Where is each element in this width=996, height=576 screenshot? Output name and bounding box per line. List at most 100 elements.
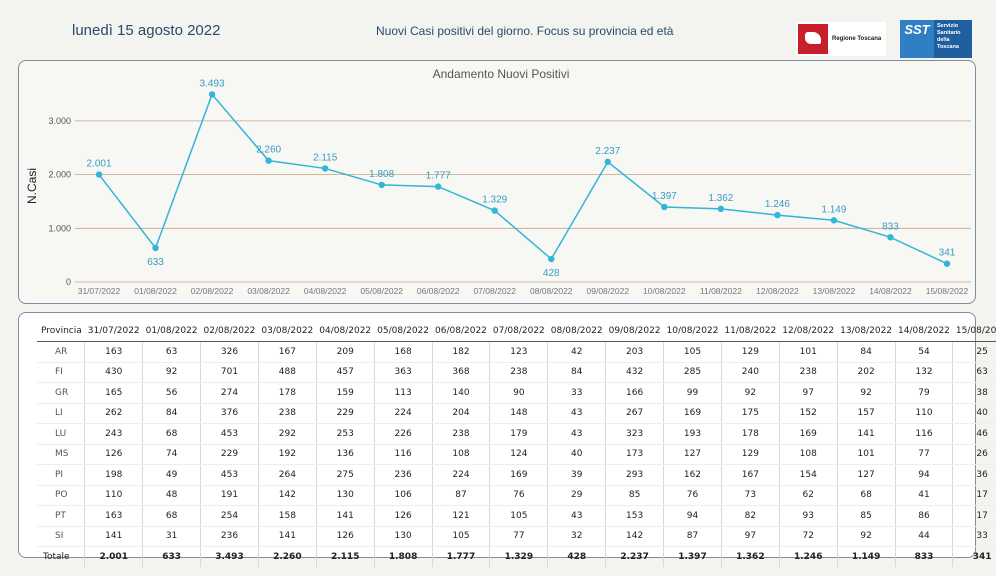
cases-cell: 363 <box>373 362 433 383</box>
data-label: 3.493 <box>200 78 225 89</box>
cases-cell: 17 <box>952 505 996 527</box>
column-header-provincia: Provincia <box>37 321 85 342</box>
cases-cell: 105 <box>489 505 548 527</box>
data-point <box>378 181 385 189</box>
cases-cell: 142 <box>257 485 317 506</box>
cases-cell: 488 <box>257 362 317 383</box>
cases-cell: 198 <box>84 464 143 486</box>
cases-cell: 113 <box>373 382 433 404</box>
cases-cell: 238 <box>489 362 548 383</box>
x-tick-label: 13/08/2022 <box>813 286 856 296</box>
chart-title: Andamento Nuovi Positivi <box>433 67 570 81</box>
cases-cell: 25 <box>952 341 996 363</box>
cases-cell: 79 <box>894 382 953 404</box>
cases-cell: 238 <box>257 403 317 424</box>
data-label: 1.329 <box>482 195 507 206</box>
cases-cell: 85 <box>836 505 896 527</box>
cases-cell: 94 <box>894 464 953 486</box>
cases-cell: 126 <box>373 505 433 527</box>
cases-cell: 92 <box>720 382 780 404</box>
chart-panel: Andamento Nuovi Positivi N.Casi 0 1.000 2.… <box>18 60 976 304</box>
cases-cell: 254 <box>200 505 259 527</box>
table-header-row: Provincia 31/07/2022 01/08/2022 02/08/2022 0… <box>37 321 996 342</box>
x-tick-label: 09/08/2022 <box>587 286 630 296</box>
total-cell: 2.115 <box>315 546 375 567</box>
cases-cell: 368 <box>431 362 490 383</box>
x-tick-label: 31/07/2022 <box>78 286 121 296</box>
regione-toscana-emblem-icon <box>798 24 828 54</box>
province-cell: LI <box>37 403 85 424</box>
total-label-cell: Totale <box>37 546 85 567</box>
cases-cell: 453 <box>200 423 259 445</box>
cases-cell: 49 <box>142 464 201 486</box>
cases-cell: 44 <box>894 526 953 547</box>
cases-cell: 238 <box>778 362 838 383</box>
data-point <box>830 217 838 224</box>
cases-cell: 63 <box>952 362 996 383</box>
column-header-date: 15/08/2022 <box>952 321 996 342</box>
table-row: GR 165 56 274 178 159 113 140 90 33 166 99 92 97 92 79 3… <box>37 382 996 404</box>
cases-cell: 38 <box>952 382 996 404</box>
cases-cell: 167 <box>257 341 317 363</box>
cases-cell: 93 <box>778 505 838 527</box>
total-cell: 2.237 <box>605 546 664 567</box>
cases-cell: 203 <box>605 341 664 363</box>
sst-logo-mark: SST <box>900 20 934 58</box>
cases-cell: 169 <box>778 423 838 445</box>
total-cell: 1.777 <box>431 546 490 567</box>
cases-cell: 253 <box>315 423 375 445</box>
data-label: 428 <box>543 268 560 279</box>
series-new-positives <box>95 91 951 267</box>
cases-cell: 163 <box>84 505 143 527</box>
cases-cell: 82 <box>720 505 780 527</box>
province-cell: PT <box>37 505 85 527</box>
cases-cell: 92 <box>836 382 896 404</box>
cases-cell: 168 <box>373 341 433 363</box>
cases-cell: 238 <box>431 423 490 445</box>
cases-cell: 77 <box>894 444 953 465</box>
cases-cell: 191 <box>200 485 259 506</box>
province-cell: FI <box>37 362 85 383</box>
x-tick-label: 06/08/2022 <box>417 286 460 296</box>
total-cell: 2.001 <box>84 546 143 567</box>
table-row: LI 262 84 376 238 229 224 204 148 43 267 169 175 152 1… <box>37 403 996 424</box>
column-header-date: 31/07/2022 <box>84 321 143 342</box>
cases-cell: 204 <box>431 403 490 424</box>
cases-cell: 432 <box>605 362 664 383</box>
cases-cell: 224 <box>431 464 490 486</box>
cases-cell: 108 <box>431 444 490 465</box>
data-label: 1.397 <box>652 191 677 202</box>
cases-cell: 32 <box>547 526 606 547</box>
cases-cell: 274 <box>200 382 259 404</box>
table-panel: Provincia 31/07/2022 01/08/2022 02/08/2022 0… <box>18 312 996 567</box>
cases-cell: 123 <box>489 341 548 363</box>
total-cell: 633 <box>142 546 201 567</box>
sst-logo-text: Servizio Sanitario della Toscana <box>934 20 972 58</box>
cases-cell: 33 <box>952 526 996 547</box>
cases-cell: 169 <box>663 403 722 424</box>
cases-cell: 46 <box>952 423 996 445</box>
cases-cell: 236 <box>200 526 259 547</box>
cases-cell: 142 <box>605 526 664 547</box>
cases-cell: 33 <box>547 382 606 404</box>
cases-cell: 126 <box>315 526 375 547</box>
y-tick-label: 1.000 <box>48 223 71 233</box>
column-header-date: 09/08/2022 <box>605 321 664 342</box>
report-date: lunedì 15 agosto 2022 <box>72 22 221 39</box>
cases-cell: 29 <box>547 485 606 506</box>
data-label: 833 <box>882 221 899 232</box>
cases-cell: 84 <box>836 341 896 363</box>
data-label: 1.808 <box>369 169 394 180</box>
cases-cell: 226 <box>373 423 433 445</box>
cases-cell: 158 <box>257 505 317 527</box>
y-axis-ticks: 0 1.000 2.000 3.000 <box>48 116 71 287</box>
cases-cell: 152 <box>778 403 838 424</box>
cases-cell: 264 <box>257 464 317 486</box>
cases-cell: 153 <box>605 505 664 527</box>
data-label: 2.237 <box>595 146 620 157</box>
sst-logo: SST Servizio Sanitario della Toscana <box>900 20 974 58</box>
cases-cell: 73 <box>720 485 780 506</box>
cases-cell: 141 <box>84 526 143 547</box>
total-cell: 428 <box>547 546 606 567</box>
cases-cell: 54 <box>894 341 953 363</box>
